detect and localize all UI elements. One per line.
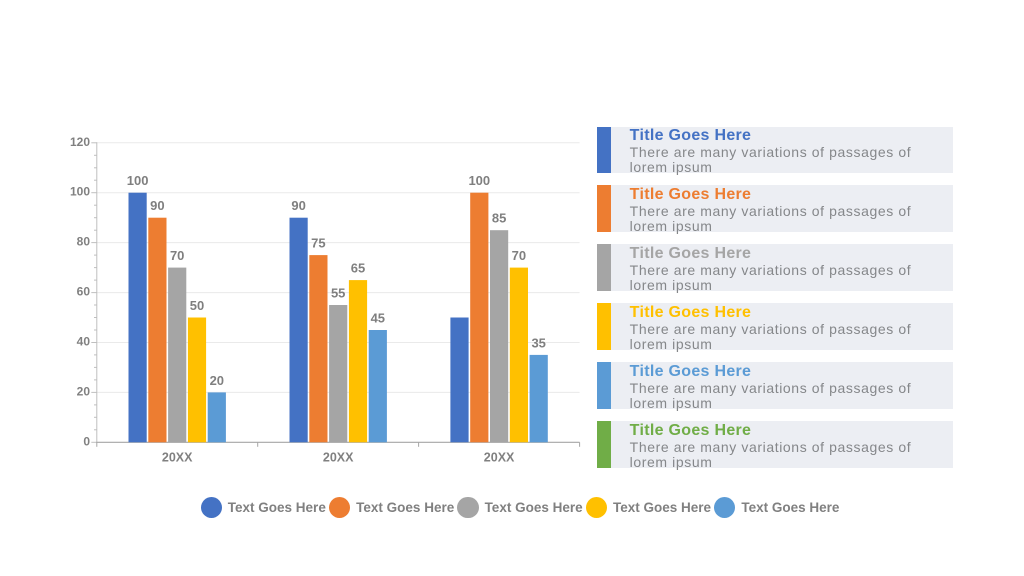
svg-text:75: 75 <box>311 236 325 251</box>
svg-text:100: 100 <box>468 173 490 188</box>
svg-text:120: 120 <box>70 135 90 149</box>
svg-text:20: 20 <box>77 384 91 398</box>
svg-text:35: 35 <box>531 335 545 350</box>
svg-text:45: 45 <box>371 311 385 326</box>
svg-text:20XX: 20XX <box>323 451 354 465</box>
svg-text:90: 90 <box>291 198 305 213</box>
svg-text:70: 70 <box>170 248 184 263</box>
svg-text:100: 100 <box>70 185 90 199</box>
svg-text:50: 50 <box>190 298 204 313</box>
svg-text:85: 85 <box>492 211 506 226</box>
svg-text:65: 65 <box>351 261 365 276</box>
svg-text:20: 20 <box>210 373 224 388</box>
svg-text:70: 70 <box>512 248 526 263</box>
svg-text:0: 0 <box>83 434 90 448</box>
svg-text:100: 100 <box>127 173 149 188</box>
svg-text:20XX: 20XX <box>162 451 193 465</box>
svg-text:80: 80 <box>77 235 91 249</box>
svg-text:60: 60 <box>77 285 91 299</box>
svg-text:40: 40 <box>77 335 91 349</box>
svg-text:55: 55 <box>331 286 345 301</box>
svg-text:20XX: 20XX <box>484 451 515 465</box>
svg-text:90: 90 <box>150 198 164 213</box>
